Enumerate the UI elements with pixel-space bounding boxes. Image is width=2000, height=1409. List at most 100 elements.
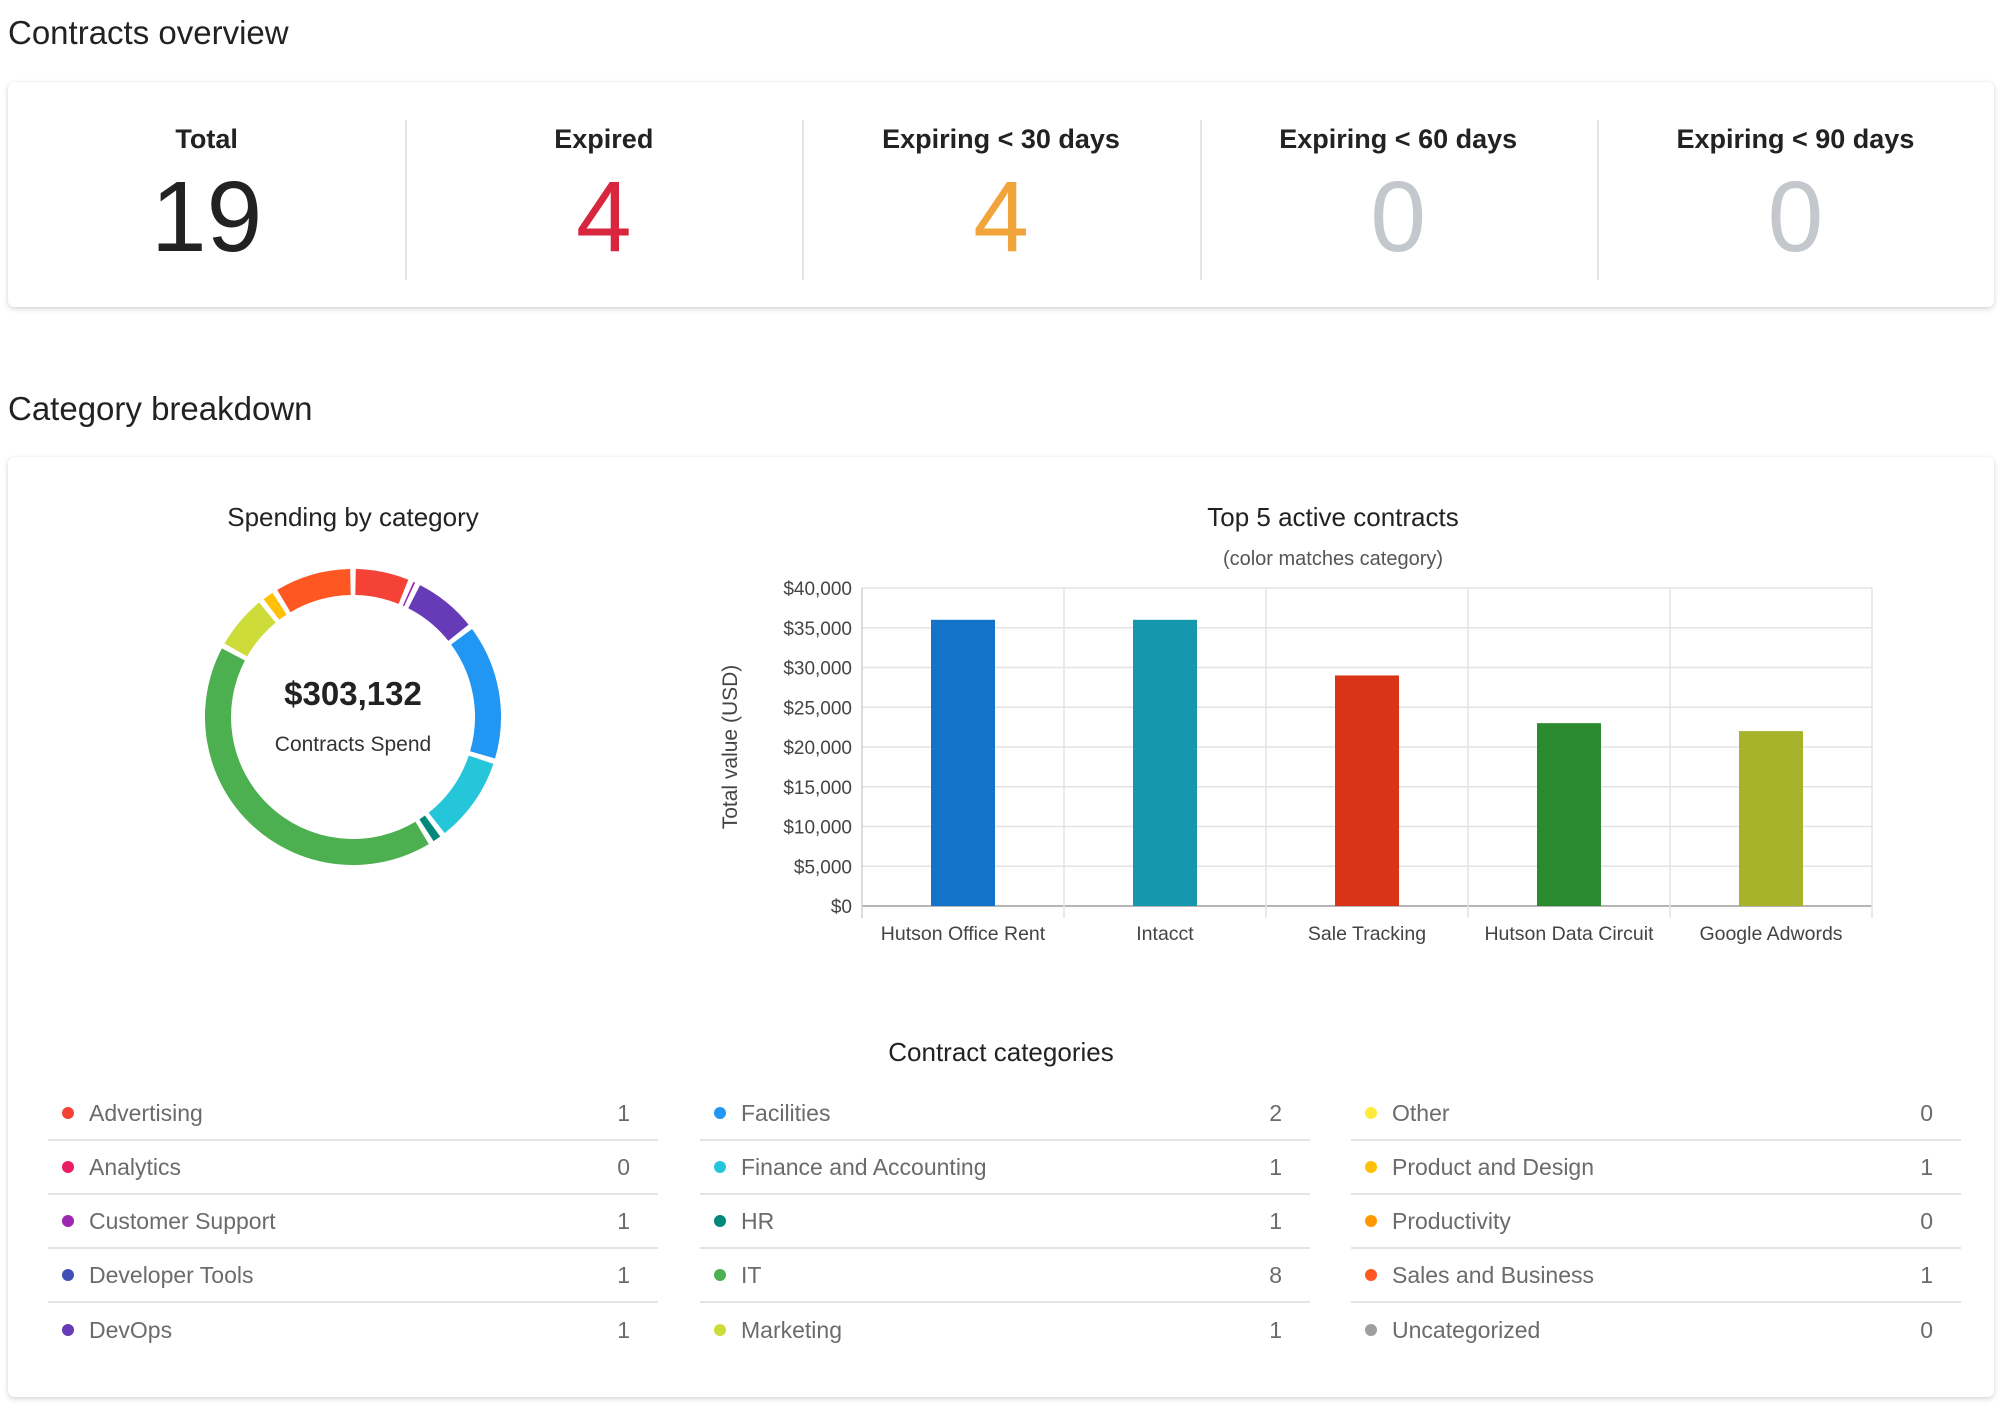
category-color-dot bbox=[1365, 1107, 1377, 1119]
stat-label: Expiring < 90 days bbox=[1676, 124, 1915, 154]
category-name: Marketing bbox=[741, 1316, 842, 1343]
y-tick-label: $0 bbox=[831, 897, 852, 918]
category-name: Product and Design bbox=[1392, 1153, 1595, 1180]
bar[interactable] bbox=[1335, 675, 1399, 906]
category-count: 0 bbox=[617, 1153, 630, 1180]
category-color-dot bbox=[714, 1215, 726, 1227]
category-count: 1 bbox=[617, 1316, 630, 1343]
category-color-dot bbox=[1365, 1215, 1377, 1227]
category-color-dot bbox=[714, 1269, 726, 1281]
category-row[interactable]: Finance and Accounting 1 bbox=[700, 1141, 1310, 1195]
category-name: HR bbox=[741, 1207, 775, 1234]
category-count: 2 bbox=[1269, 1099, 1282, 1126]
category-count: 0 bbox=[1920, 1316, 1933, 1343]
category-row[interactable]: HR 1 bbox=[700, 1195, 1310, 1249]
top-contracts-bar-chart: $0 $5,000 $10,000 $15,000 $20,000 $25,000 $30,… bbox=[719, 579, 1873, 945]
category-row[interactable]: Developer Tools 1 bbox=[48, 1249, 658, 1303]
y-tick-label: $20,000 bbox=[783, 738, 852, 759]
category-name: Sales and Business bbox=[1392, 1261, 1595, 1288]
stat-value: 4 bbox=[973, 161, 1029, 273]
donut-slice[interactable] bbox=[402, 581, 416, 607]
category-color-dot bbox=[62, 1269, 74, 1281]
stat-value: 4 bbox=[575, 161, 632, 273]
spending-by-category-title: Spending by category bbox=[227, 502, 479, 532]
stat-total: Total 19 bbox=[8, 82, 405, 307]
category-row[interactable]: Other 0 bbox=[1351, 1087, 1961, 1141]
category-name: IT bbox=[741, 1261, 762, 1288]
top-contracts-title: Top 5 active contracts bbox=[1207, 502, 1459, 532]
bar[interactable] bbox=[1133, 619, 1197, 906]
donut-slice[interactable] bbox=[407, 585, 469, 642]
category-color-dot bbox=[1365, 1161, 1377, 1173]
category-row[interactable]: Marketing 1 bbox=[700, 1303, 1310, 1357]
category-name: Finance and Accounting bbox=[741, 1153, 987, 1180]
category-row[interactable]: Productivity 0 bbox=[1351, 1195, 1961, 1249]
stat-label: Expiring < 60 days bbox=[1279, 124, 1518, 154]
category-count: 1 bbox=[1920, 1261, 1933, 1288]
x-tick-label: Google Adwords bbox=[1699, 923, 1842, 945]
y-tick-label: $35,000 bbox=[783, 619, 852, 640]
x-tick-label: Intacct bbox=[1136, 923, 1194, 945]
x-tick-label: Sale Tracking bbox=[1308, 923, 1426, 945]
donut-total-value: $303,132 bbox=[284, 675, 422, 712]
category-count: 1 bbox=[617, 1207, 630, 1234]
category-name: Uncategorized bbox=[1392, 1316, 1541, 1343]
donut-slice[interactable] bbox=[419, 815, 441, 842]
spending-donut-chart bbox=[205, 569, 501, 865]
category-name: DevOps bbox=[89, 1316, 173, 1343]
category-color-dot bbox=[62, 1161, 74, 1173]
y-tick-label: $5,000 bbox=[794, 857, 852, 878]
category-name: Customer Support bbox=[89, 1207, 276, 1234]
category-color-dot bbox=[714, 1161, 726, 1173]
x-tick-label: Hutson Office Rent bbox=[881, 923, 1046, 945]
category-name: Other bbox=[1392, 1099, 1450, 1126]
bar[interactable] bbox=[1739, 731, 1803, 906]
category-color-dot bbox=[714, 1324, 726, 1336]
donut-slice[interactable] bbox=[224, 602, 276, 657]
y-axis-label: Total value (USD) bbox=[719, 665, 742, 830]
category-count: 0 bbox=[1920, 1207, 1933, 1234]
bar[interactable] bbox=[1537, 723, 1601, 906]
category-row[interactable]: Facilities 2 bbox=[700, 1087, 1310, 1141]
category-name: Developer Tools bbox=[89, 1261, 254, 1288]
donut-slice[interactable] bbox=[205, 648, 429, 865]
category-color-dot bbox=[1365, 1269, 1377, 1281]
stat-expired: Expired 4 bbox=[405, 82, 802, 307]
y-tick-label: $40,000 bbox=[783, 579, 852, 600]
category-color-dot bbox=[1365, 1324, 1377, 1336]
stat-expiring-60-days: Expiring < 60 days 0 bbox=[1199, 82, 1597, 307]
donut-total-label: Contracts Spend bbox=[274, 733, 432, 756]
category-row[interactable]: IT 8 bbox=[700, 1249, 1310, 1303]
category-row[interactable]: Product and Design 1 bbox=[1351, 1141, 1961, 1195]
category-count: 8 bbox=[1269, 1261, 1282, 1288]
category-row[interactable]: Customer Support 1 bbox=[48, 1195, 658, 1249]
category-row[interactable]: Advertising 1 bbox=[48, 1087, 658, 1141]
donut-slice[interactable] bbox=[263, 592, 287, 620]
category-row[interactable]: DevOps 1 bbox=[48, 1303, 658, 1357]
category-name: Advertising bbox=[89, 1099, 203, 1126]
category-count: 1 bbox=[617, 1099, 630, 1126]
donut-slice[interactable] bbox=[428, 755, 494, 834]
donut-slice[interactable] bbox=[277, 569, 352, 613]
category-row[interactable]: Uncategorized 0 bbox=[1351, 1303, 1961, 1357]
category-color-dot bbox=[62, 1215, 74, 1227]
stat-label: Expired bbox=[554, 124, 654, 154]
category-column: Other 0 Product and Design 1 Productivity 0 Sa… bbox=[1351, 1087, 1961, 1357]
stat-value: 0 bbox=[1767, 161, 1824, 273]
category-name: Analytics bbox=[89, 1153, 182, 1180]
category-row[interactable]: Sales and Business 1 bbox=[1351, 1249, 1961, 1303]
y-tick-label: $30,000 bbox=[783, 659, 852, 680]
stat-expiring-90-days: Expiring < 90 days 0 bbox=[1596, 82, 1994, 307]
category-column: Facilities 2 Finance and Accounting 1 HR 1 IT 8… bbox=[700, 1087, 1310, 1357]
bar[interactable] bbox=[931, 619, 995, 906]
category-count: 1 bbox=[617, 1261, 630, 1288]
donut-slice[interactable] bbox=[354, 569, 409, 604]
category-breakdown-card: Spending by category $303,132 Contracts … bbox=[8, 457, 1994, 1397]
stat-value: 0 bbox=[1370, 161, 1427, 273]
category-column: Advertising 1 Analytics 0 Customer Support 1 D… bbox=[48, 1087, 658, 1357]
category-count: 1 bbox=[1269, 1316, 1282, 1343]
category-row[interactable]: Analytics 0 bbox=[48, 1141, 658, 1195]
contracts-overview-card: Total 19 Expired 4 Expiring < 30 days 4 Expiri… bbox=[8, 82, 1994, 307]
category-color-dot bbox=[62, 1107, 74, 1119]
donut-slice[interactable] bbox=[450, 629, 501, 759]
